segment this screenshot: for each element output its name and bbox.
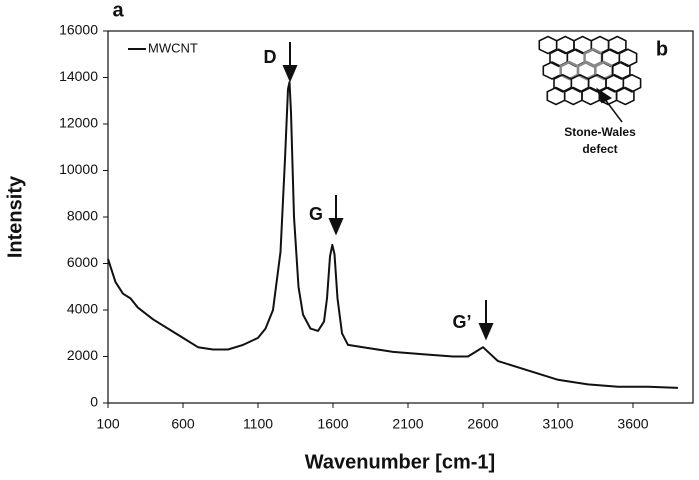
hexagon	[563, 86, 583, 106]
x-tick-label: 3600	[617, 416, 648, 432]
hexagon	[546, 86, 566, 106]
hexagon	[622, 73, 642, 93]
spectrum-line	[107, 81, 679, 389]
y-tick-label: 16000	[59, 22, 98, 38]
x-tick-label: 2600	[467, 416, 498, 432]
annotation: a	[112, 0, 124, 21]
annotation: defect	[582, 142, 617, 156]
annotation: G’	[452, 312, 471, 332]
y-tick-label: 4000	[67, 301, 98, 317]
x-tick-label: 600	[171, 416, 195, 432]
y-axis-label: Intensity	[4, 175, 26, 258]
x-tick-label: 2100	[392, 416, 423, 432]
legend-label: MWCNT	[148, 40, 198, 55]
y-tick-label: 8000	[67, 208, 98, 224]
x-tick-label: 100	[96, 416, 120, 432]
x-tick-label: 1600	[317, 416, 348, 432]
x-tick-label: 1100	[243, 416, 273, 432]
y-tick-label: 12000	[59, 115, 98, 131]
hexagon	[581, 86, 601, 106]
y-tick-label: 2000	[67, 347, 98, 363]
y-tick-label: 0	[90, 394, 98, 410]
annotation: G	[309, 204, 323, 224]
annotation: D	[264, 47, 277, 67]
x-axis-label: Wavenumber [cm-1]	[305, 451, 495, 473]
hexagon	[615, 86, 635, 106]
hexagon	[611, 61, 631, 80]
annotation: Stone-Wales	[564, 125, 636, 139]
y-tick-label: 14000	[59, 68, 98, 84]
y-tick-label: 10000	[59, 161, 98, 177]
annotation: b	[656, 38, 668, 60]
lattice	[538, 35, 642, 106]
y-tick-label: 6000	[67, 254, 98, 270]
hexagon	[618, 48, 638, 68]
hexagon	[607, 35, 627, 55]
x-tick-label: 3100	[542, 416, 573, 432]
